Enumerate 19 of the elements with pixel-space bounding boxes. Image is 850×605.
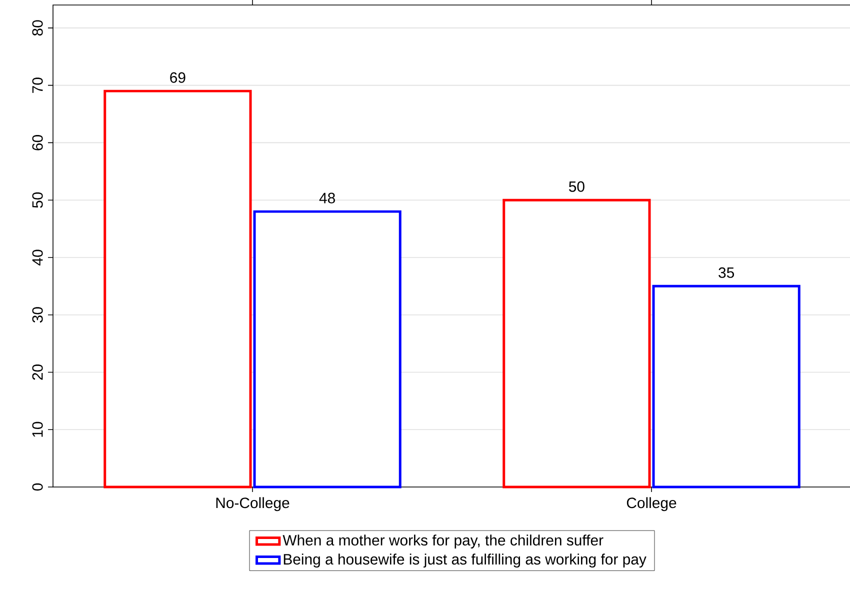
data-label: 35 xyxy=(718,267,734,278)
y-tick-label: 70 xyxy=(32,78,43,93)
data-label: 48 xyxy=(319,192,335,204)
data-label: 69 xyxy=(170,72,186,83)
y-tick-label: 40 xyxy=(32,250,43,266)
y-tick-label: 50 xyxy=(32,192,43,208)
x-tick-label: No-College xyxy=(216,497,290,512)
bar xyxy=(253,210,402,488)
y-tick-label: 30 xyxy=(32,307,43,323)
y-tick-label: 10 xyxy=(32,422,43,437)
data-label: 50 xyxy=(568,181,584,192)
y-tick-label: 0 xyxy=(32,483,43,491)
legend-label: When a mother works for pay, the children suffer xyxy=(282,534,604,548)
y-tick-label: 80 xyxy=(32,20,43,36)
y-tick-label: 20 xyxy=(32,364,43,380)
bar xyxy=(104,90,252,488)
y-tick-label: 60 xyxy=(32,134,43,150)
legend-label: Being a housewife is just as fulfilling as working for pay xyxy=(284,554,646,568)
x-tick-label: College xyxy=(626,497,676,512)
